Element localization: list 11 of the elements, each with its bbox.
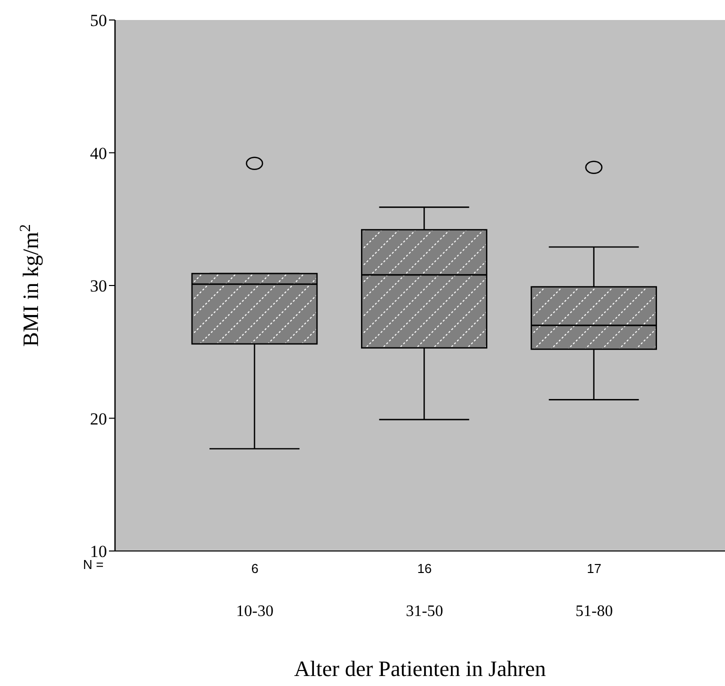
text: 17 bbox=[586, 561, 602, 576]
y-tick-label: 20 bbox=[90, 409, 107, 428]
y-tick-label: 30 bbox=[90, 276, 107, 296]
text: 6 bbox=[251, 561, 258, 576]
x-tick-label: 51-80 bbox=[576, 603, 613, 620]
y-tick-label: 50 bbox=[90, 11, 107, 30]
x-tick-label: 10-30 bbox=[236, 603, 274, 620]
x-axis-title: Alter der Patienten in Jahren bbox=[294, 656, 546, 681]
y-tick-label: 40 bbox=[90, 144, 107, 163]
text: 16 bbox=[417, 561, 432, 576]
x-tick-label: 31-50 bbox=[406, 603, 444, 620]
